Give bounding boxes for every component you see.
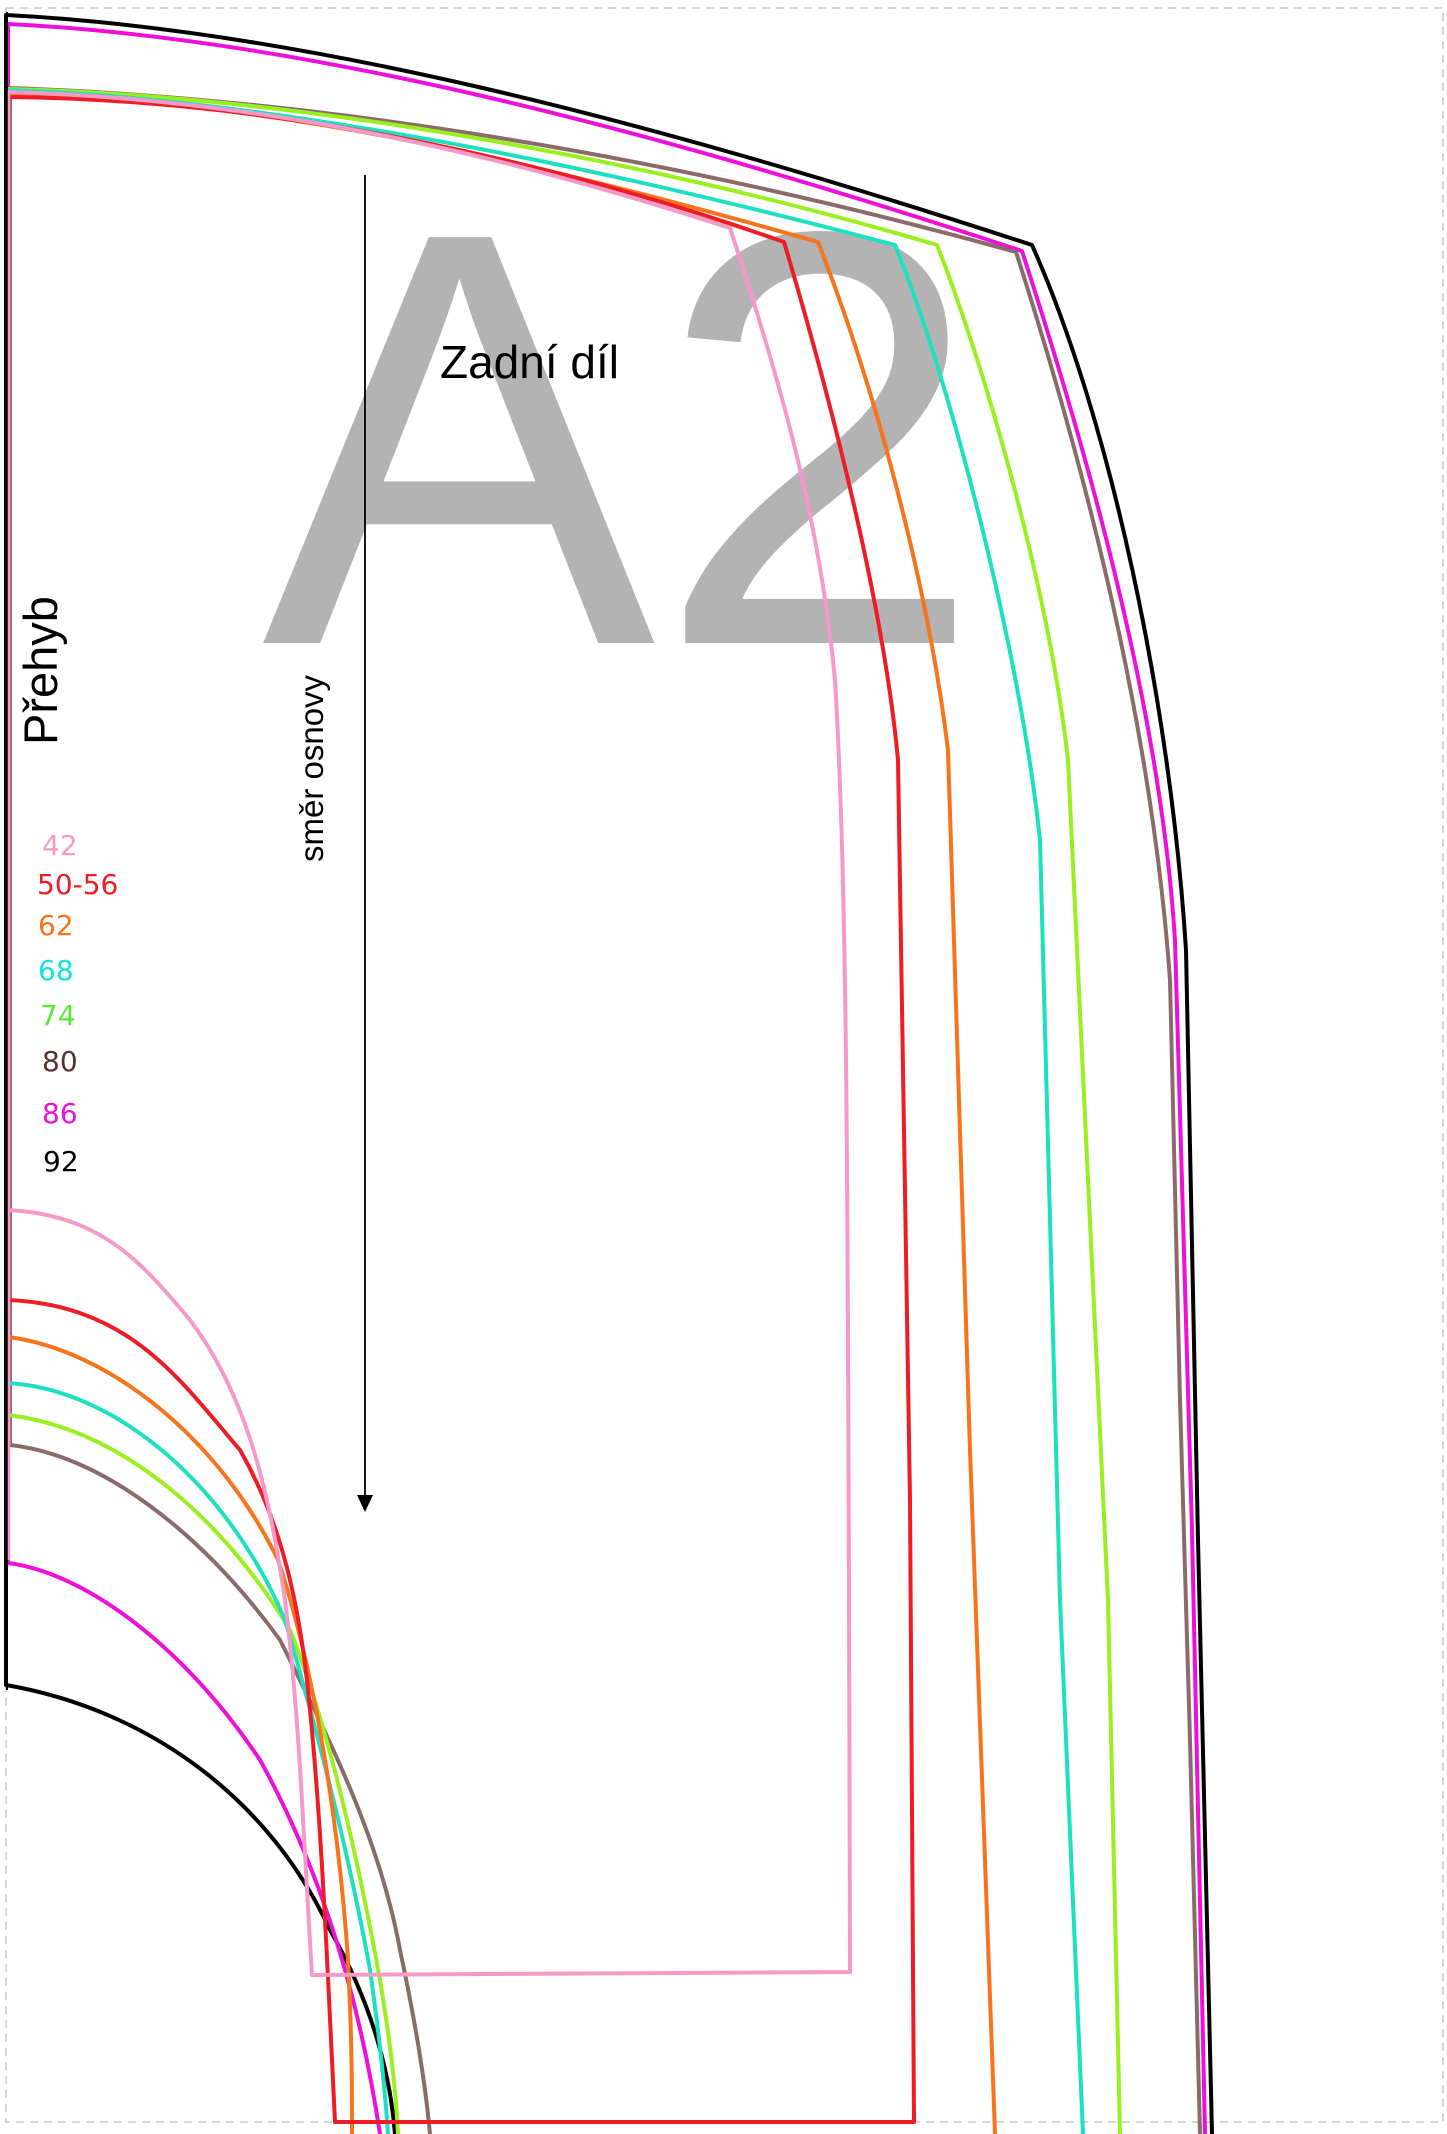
size-label-92: 92 (43, 1145, 79, 1178)
size-label-86: 86 (42, 1097, 78, 1130)
size-label-62: 62 (38, 909, 74, 942)
size-label-74: 74 (40, 999, 76, 1032)
size-label-68: 68 (38, 954, 74, 987)
piece-name: Zadní díl (440, 336, 619, 388)
size-legend: 42 50-56 62 68 74 80 86 92 (37, 829, 118, 1178)
fold-label: Přehyb (14, 596, 67, 745)
size-label-50-56: 50-56 (37, 868, 118, 901)
page-label: A2 (262, 110, 984, 769)
grain-label: směr osnovy (293, 674, 330, 862)
outline-size-42 (6, 90, 852, 1977)
size-label-80: 80 (42, 1045, 78, 1078)
outline-size-50-56 (6, 95, 916, 2124)
grain-arrow-head-icon (357, 1495, 373, 1512)
size-label-42: 42 (42, 829, 78, 862)
outline-size-74 (6, 87, 1122, 2134)
sheet-border (5, 7, 1444, 2123)
